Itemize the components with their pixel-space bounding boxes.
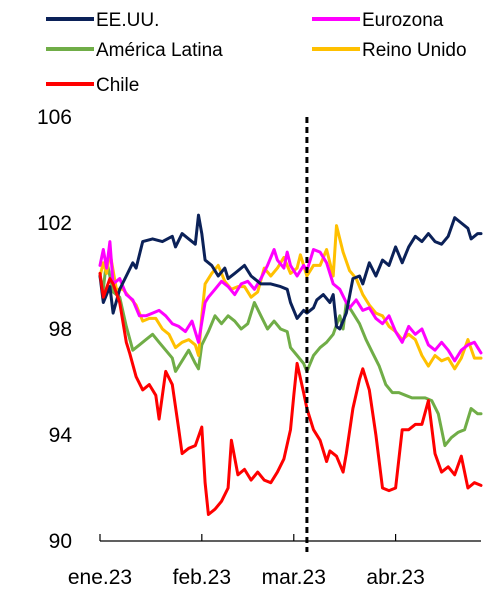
y-tick-label: 98 (49, 318, 72, 341)
legend-label: Chile (96, 75, 139, 96)
series-line-chile (98, 271, 483, 516)
series-line-eurozona (98, 240, 483, 363)
legend-label: EE.UU. (96, 10, 159, 31)
series-line-ee-uu- (98, 213, 483, 331)
series-line-reino-unido (98, 224, 483, 371)
series-line-am-rica-latina (98, 258, 483, 448)
x-tick-label: abr.23 (366, 566, 424, 589)
y-tick-label: 94 (49, 424, 73, 447)
legend-label: Reino Unido (362, 40, 467, 61)
x-tick-label: mar.23 (262, 566, 326, 589)
x-axis: ene.23 feb.23 mar.23 abr.23 (68, 534, 481, 589)
legend-label: América Latina (96, 40, 223, 61)
plot-area (98, 213, 483, 516)
x-tick-label: ene.23 (68, 566, 132, 589)
x-tick-label: feb.23 (173, 566, 231, 589)
y-tick-label: 90 (49, 530, 72, 553)
y-axis: 90 94 98 102 106 (37, 106, 72, 553)
legend: EE.UU. Eurozona América Latina Reino Unido C… (46, 10, 467, 96)
y-tick-label: 106 (37, 106, 72, 129)
y-tick-label: 102 (37, 212, 72, 235)
legend-label: Eurozona (362, 10, 444, 31)
